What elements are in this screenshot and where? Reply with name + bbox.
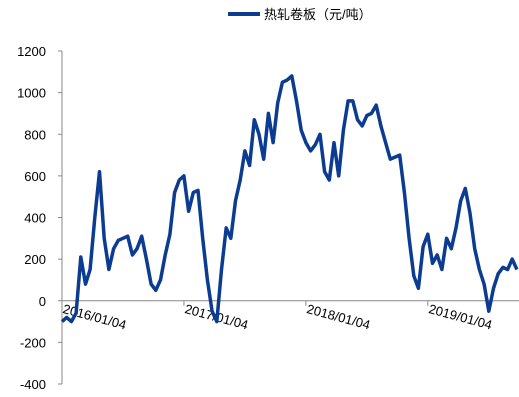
x-tick-label: 2018/01/04 <box>305 301 372 332</box>
y-tick-label: -200 <box>20 335 46 350</box>
y-tick-label: 200 <box>24 252 46 267</box>
y-tick-label: 1200 <box>17 44 46 59</box>
line <box>60 74 519 324</box>
y-tick-label: 1000 <box>17 86 46 101</box>
y-tick-label: 800 <box>24 127 46 142</box>
y-tick-label: 600 <box>24 169 46 184</box>
legend-label: 热轧卷板（元/吨） <box>264 7 372 22</box>
y-tick-label: 400 <box>24 211 46 226</box>
y-tick-label: 0 <box>39 294 46 309</box>
y-tick-label: -400 <box>20 377 46 392</box>
x-tick-label: 2016/01/04 <box>61 301 128 332</box>
x-tick-label: 2019/01/04 <box>427 301 494 332</box>
